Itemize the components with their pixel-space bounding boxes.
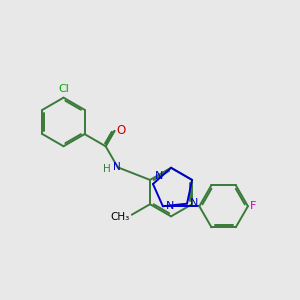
Text: N: N: [166, 201, 175, 211]
Text: CH₃: CH₃: [110, 212, 129, 222]
Text: F: F: [250, 201, 256, 211]
Text: N: N: [190, 198, 199, 208]
Text: H: H: [103, 164, 110, 174]
Text: O: O: [117, 124, 126, 137]
Text: Cl: Cl: [58, 84, 69, 94]
Text: N: N: [155, 171, 163, 181]
Text: N: N: [112, 162, 120, 172]
